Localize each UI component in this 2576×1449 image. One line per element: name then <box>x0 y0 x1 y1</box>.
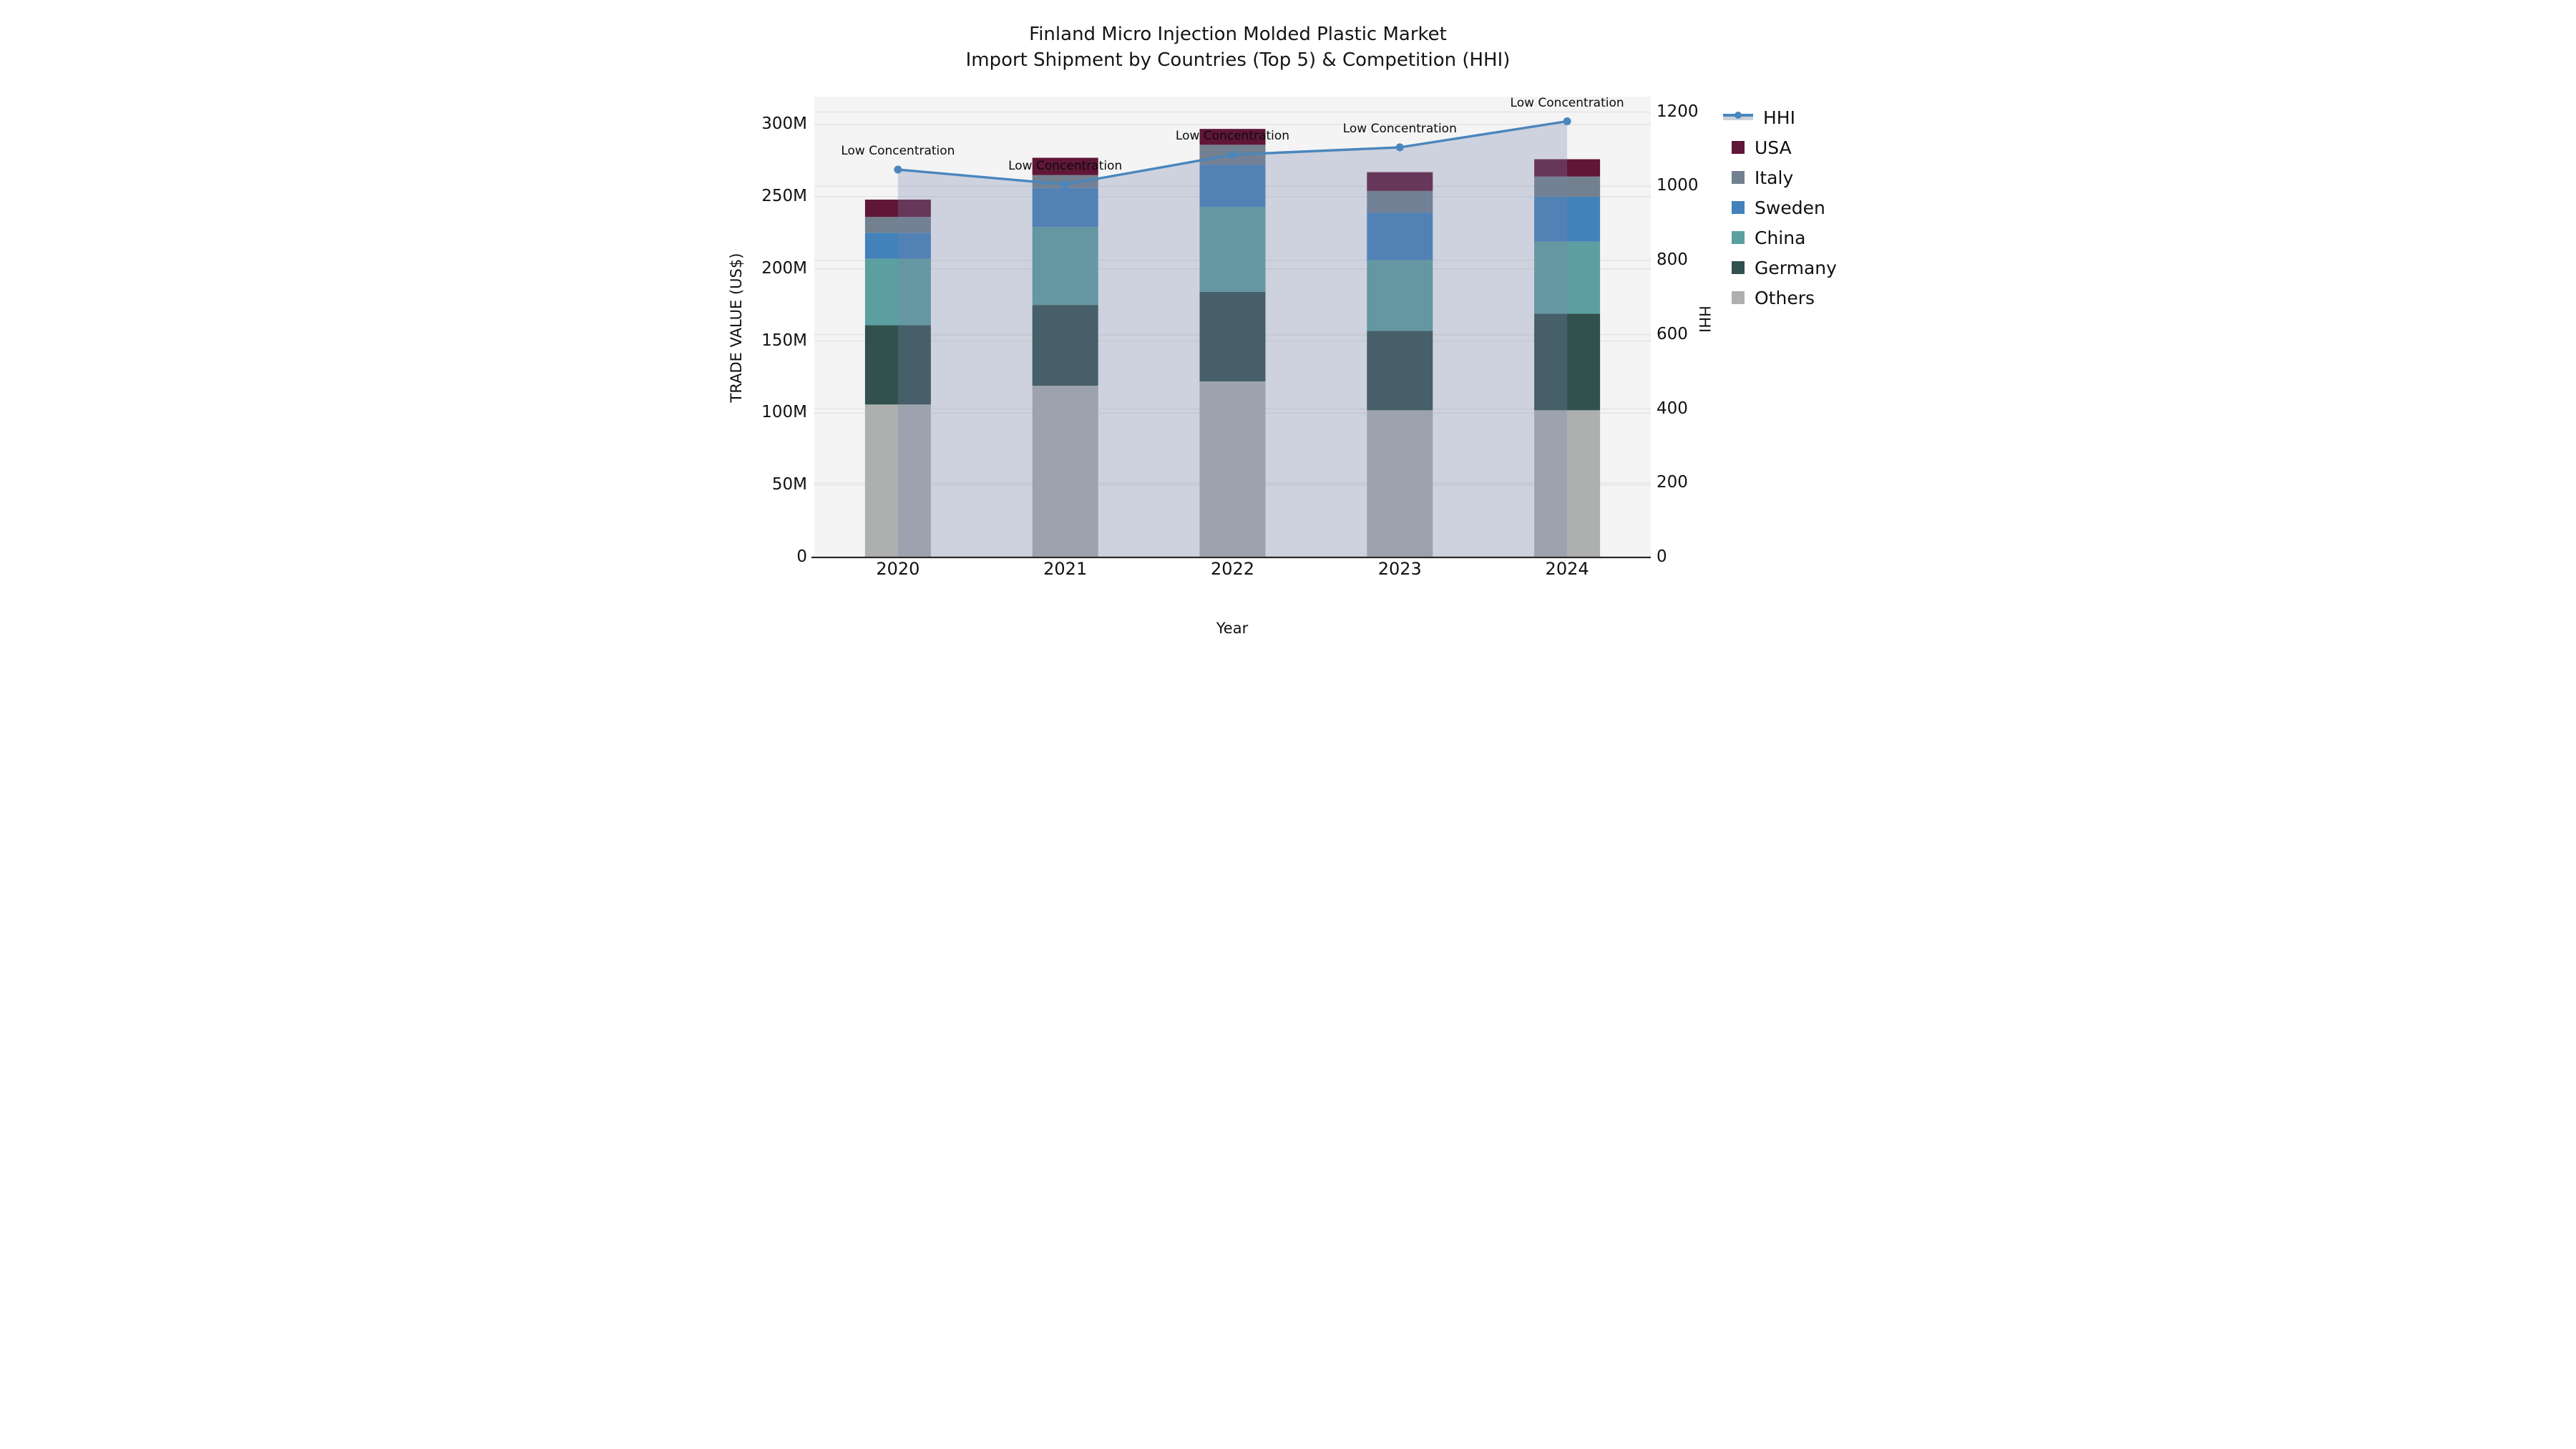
hhi-marker-2023 <box>1395 143 1404 152</box>
annotation-2022: Low Concentration <box>1175 129 1290 144</box>
legend-swatch-germany <box>1732 261 1745 274</box>
legend-hhi-line-icon <box>1723 112 1753 123</box>
legend-swatch-sweden <box>1732 201 1745 214</box>
bar-segment-sweden-2023 <box>1367 213 1433 260</box>
bar-segment-others-2021 <box>1032 386 1098 557</box>
tick-label-left-150M: 150M <box>761 331 807 350</box>
tick-label-right-200: 200 <box>1657 473 1688 492</box>
annotation-2024: Low Concentration <box>1510 95 1624 110</box>
bar-segment-italy-2023 <box>1367 190 1433 213</box>
bar-segment-usa-2021 <box>1032 157 1098 175</box>
chart-title-line2: Import Shipment by Countries (Top 5) & C… <box>965 49 1511 71</box>
legend-item-italy: Italy <box>1723 165 1793 190</box>
legend-label-germany: Germany <box>1755 257 1837 278</box>
bar-segment-usa-2023 <box>1367 172 1433 191</box>
bar-segment-others-2023 <box>1367 410 1433 557</box>
bar-segment-china-2023 <box>1367 260 1433 331</box>
hhi-marker-2021 <box>1061 180 1070 189</box>
legend-label-china: China <box>1755 227 1806 248</box>
bar-segment-china-2024 <box>1534 241 1601 314</box>
tick-label-left-200M: 200M <box>761 258 807 278</box>
legend-label-sweden: Sweden <box>1755 197 1825 218</box>
tick-label-left-300M: 300M <box>761 114 807 134</box>
legend-item-germany: Germany <box>1723 255 1837 280</box>
bar-segment-italy-2024 <box>1534 176 1601 197</box>
bar-segment-china-2022 <box>1199 207 1266 293</box>
tick-label-right-0: 0 <box>1657 547 1667 566</box>
legend-swatch-china <box>1732 231 1745 244</box>
legend-label-hhi: HHI <box>1763 107 1795 128</box>
tick-label-right-1000: 1000 <box>1657 176 1699 195</box>
hhi-marker-2020 <box>894 165 902 174</box>
legend-swatch-usa <box>1732 141 1745 154</box>
bar-segment-sweden-2022 <box>1199 165 1266 208</box>
legend-item-usa: USA <box>1723 135 1792 160</box>
bar-segment-others-2020 <box>864 404 931 557</box>
bar-segment-germany-2021 <box>1032 305 1098 386</box>
tick-label-right-400: 400 <box>1657 399 1688 418</box>
bar-segment-china-2020 <box>864 258 931 326</box>
hhi-marker-2024 <box>1563 117 1571 126</box>
tick-label-left-50M: 50M <box>771 475 807 494</box>
bar-segment-others-2024 <box>1534 410 1601 557</box>
bar-segment-usa-2022 <box>1199 129 1266 145</box>
legend-label-others: Others <box>1755 287 1815 308</box>
legend-item-china: China <box>1723 225 1805 250</box>
plot-canvas <box>811 97 1651 559</box>
annotation-2023: Low Concentration <box>1342 121 1457 136</box>
legend-item-hhi: HHI <box>1723 104 1795 130</box>
legend-swatch-italy <box>1732 171 1745 184</box>
legend-item-sweden: Sweden <box>1723 195 1825 220</box>
tick-label-year-2023: 2023 <box>1377 559 1422 579</box>
tick-label-year-2020: 2020 <box>876 559 920 579</box>
bar-segment-sweden-2024 <box>1534 196 1601 242</box>
tick-label-year-2022: 2022 <box>1210 559 1255 579</box>
hhi-area-fill <box>897 121 1568 557</box>
y-right-axis-label: HHI <box>1696 306 1713 333</box>
bar-segment-sweden-2021 <box>1032 187 1098 228</box>
tick-label-left-100M: 100M <box>761 403 807 422</box>
bar-segment-others-2022 <box>1199 381 1266 557</box>
chart-figure: Finland Micro Injection Molded Plastic M… <box>716 0 1860 644</box>
bar-segment-china-2021 <box>1032 227 1098 306</box>
annotation-2020: Low Concentration <box>841 143 955 158</box>
bar-segment-italy-2020 <box>864 217 931 233</box>
bar-segment-usa-2024 <box>1534 159 1601 177</box>
tick-label-right-1200: 1200 <box>1657 102 1699 121</box>
bar-segment-germany-2020 <box>864 325 931 405</box>
bar-segment-sweden-2020 <box>864 233 931 259</box>
tick-label-year-2024: 2024 <box>1545 559 1589 579</box>
annotation-2021: Low Concentration <box>1008 158 1123 173</box>
bar-segment-germany-2022 <box>1199 292 1266 382</box>
y-left-axis-label: TRADE VALUE (US$) <box>728 253 745 403</box>
tick-label-left-0: 0 <box>796 547 807 566</box>
bar-segment-usa-2020 <box>864 199 931 218</box>
bar-segment-germany-2023 <box>1367 331 1433 411</box>
legend-label-italy: Italy <box>1755 167 1794 188</box>
legend-label-usa: USA <box>1755 137 1792 158</box>
tick-label-right-600: 600 <box>1657 324 1688 343</box>
tick-label-year-2021: 2021 <box>1043 559 1088 579</box>
x-axis-label: Year <box>1216 620 1249 637</box>
tick-label-left-250M: 250M <box>761 186 807 205</box>
hhi-marker-2022 <box>1229 150 1236 159</box>
bar-segment-germany-2024 <box>1534 313 1601 411</box>
tick-label-right-800: 800 <box>1657 250 1688 270</box>
legend-item-others: Others <box>1723 285 1815 311</box>
legend-swatch-others <box>1732 291 1745 304</box>
chart-title-line1: Finland Micro Injection Molded Plastic M… <box>1029 24 1447 45</box>
